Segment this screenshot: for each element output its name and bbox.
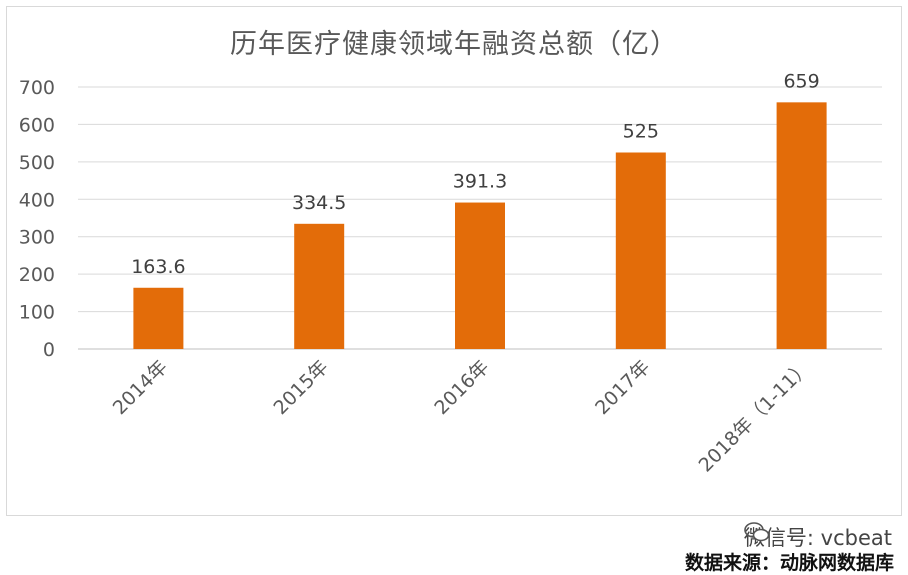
x-tick-label: 2016年 — [430, 356, 493, 419]
chart-title: 历年医疗健康领域年融资总额（亿） — [230, 29, 678, 60]
value-label: 163.6 — [131, 256, 185, 278]
y-tick-label: 0 — [43, 339, 55, 361]
y-tick-label: 700 — [19, 77, 55, 99]
value-label: 659 — [783, 70, 819, 92]
y-tick-label: 200 — [19, 264, 55, 286]
bar — [776, 102, 827, 350]
bar — [615, 152, 666, 349]
x-tick-label: 2017年 — [591, 356, 654, 419]
bar — [294, 223, 345, 349]
bar — [133, 287, 184, 349]
value-label: 525 — [623, 121, 659, 143]
x-axis-ticks: 2014年 2015年 2016年 2017年 2018年（1-11） — [109, 356, 815, 477]
x-tick-label: 2018年（1-11） — [695, 356, 816, 477]
wechat-icon — [744, 522, 770, 542]
value-label: 391.3 — [453, 171, 507, 193]
y-tick-label: 300 — [19, 227, 55, 249]
y-tick-label: 600 — [19, 114, 55, 136]
x-tick-label: 2015年 — [270, 356, 333, 419]
chart-frame — [6, 6, 902, 516]
watermark-text: 微信号: vcbeat — [743, 526, 892, 550]
value-label: 334.5 — [292, 192, 346, 214]
y-tick-label: 500 — [19, 152, 55, 174]
watermark: 微信号: vcbeat — [744, 522, 892, 552]
value-labels: 163.6 334.5 391.3 525 659 — [131, 70, 820, 277]
bar-chart: 0 100 200 300 400 500 600 700 163.6 334.5 391.3 52… — [19, 70, 882, 477]
data-source: 数据来源：动脉网数据库 — [684, 552, 894, 574]
bar — [455, 202, 505, 349]
bars — [133, 102, 827, 350]
y-axis-ticks: 0 100 200 300 400 500 600 700 — [19, 77, 55, 361]
y-tick-label: 400 — [19, 189, 55, 211]
y-tick-label: 100 — [19, 302, 55, 324]
x-tick-label: 2014年 — [109, 356, 172, 419]
